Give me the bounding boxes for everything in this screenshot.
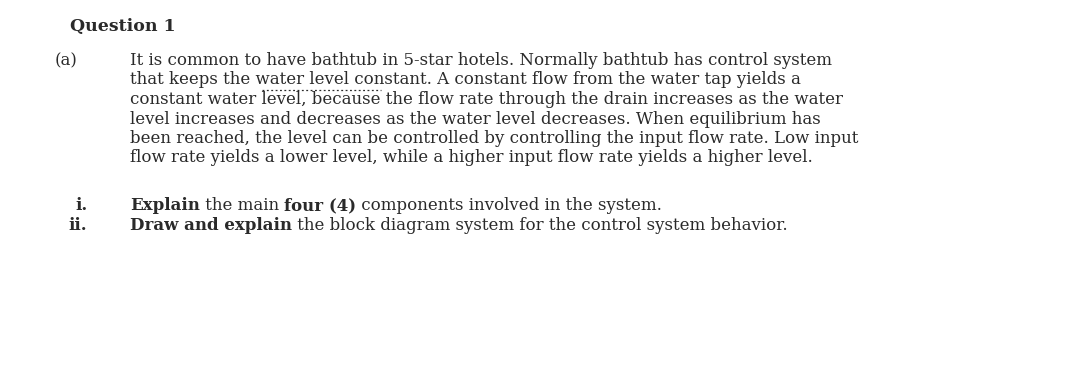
Text: It is common to have bathtub in 5-star hotels. Normally bathtub has control syst: It is common to have bathtub in 5-star h… xyxy=(130,52,832,69)
Text: components involved in the system.: components involved in the system. xyxy=(356,197,662,214)
Text: ii.: ii. xyxy=(68,217,86,233)
Text: Draw and explain: Draw and explain xyxy=(130,217,292,233)
Text: flow rate yields a lower level, while a higher input flow rate yields a higher l: flow rate yields a lower level, while a … xyxy=(130,149,813,167)
Text: level increases and decreases as the water level decreases. When equilibrium has: level increases and decreases as the wat… xyxy=(130,111,821,127)
Text: Explain: Explain xyxy=(130,197,200,214)
Text: Question 1: Question 1 xyxy=(70,18,176,35)
Text: the block diagram system for the control system behavior.: the block diagram system for the control… xyxy=(292,217,787,233)
Text: (a): (a) xyxy=(55,52,78,69)
Text: constant water: constant water xyxy=(130,91,261,108)
Text: the main: the main xyxy=(200,197,284,214)
Text: constant water level, because the flow rate through the drain increases as the w: constant water level, because the flow r… xyxy=(130,91,843,108)
Text: been reached, the level can be controlled by controlling the input flow rate. Lo: been reached, the level can be controlle… xyxy=(130,130,859,147)
Text: four (4): four (4) xyxy=(284,197,356,214)
Text: level, because: level, because xyxy=(130,91,249,108)
Text: i.: i. xyxy=(75,197,87,214)
Text: that keeps the water level constant. A constant flow from the water tap yields a: that keeps the water level constant. A c… xyxy=(130,72,801,88)
